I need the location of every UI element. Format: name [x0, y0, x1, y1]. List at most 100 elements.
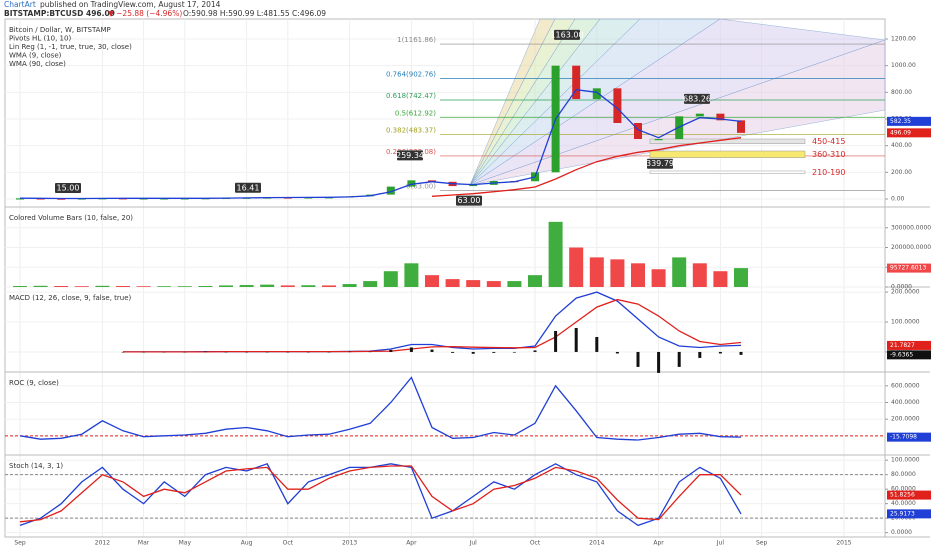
zone-label: 360-310 [812, 150, 845, 159]
bar [595, 336, 599, 352]
bar [157, 286, 172, 287]
bar [486, 281, 501, 287]
badge-label: 95727.6013 [890, 265, 926, 272]
bar [672, 257, 687, 287]
zone [649, 150, 806, 158]
x-tick-label: Aug [241, 540, 253, 547]
fib-label: 0.764(902.76) [386, 71, 436, 79]
x-tick-label: 2013 [342, 540, 357, 547]
bar [286, 351, 290, 353]
y-tick-label: 1000.00 [891, 62, 916, 69]
annotation-box [55, 183, 81, 193]
series-line [19, 89, 742, 200]
bar [718, 351, 722, 354]
series-line [19, 463, 742, 527]
bar [698, 351, 702, 358]
y-tick-label: 200.0000 [891, 289, 920, 296]
bar [383, 271, 398, 287]
bar [306, 351, 310, 353]
x-tick-label: Jul [469, 540, 478, 547]
fib-label: 0(63.00) [406, 183, 436, 191]
bar [54, 286, 69, 287]
bar [512, 351, 516, 353]
series-line [431, 137, 742, 197]
bar [425, 275, 439, 287]
y-tick-label: 800.00 [891, 89, 912, 96]
fib-label: 0.5(612.92) [395, 109, 436, 117]
y-tick-label: 200.0000 [891, 416, 920, 423]
annotation-box [456, 195, 482, 206]
zone-label: 450-415 [812, 137, 845, 146]
badge-label: 25.9173 [890, 510, 915, 517]
change: ▼ −25.88 (−4.96%) [108, 9, 182, 18]
bar [219, 285, 233, 287]
author-link[interactable]: ChartArt [4, 0, 36, 9]
candle [654, 139, 663, 141]
fib-label: 0.618(742.47) [386, 92, 436, 100]
bar [265, 351, 269, 353]
x-tick-label: Apr [653, 540, 664, 547]
bar [507, 281, 522, 287]
bar [610, 259, 625, 287]
bar [13, 286, 27, 287]
x-tick-label: 2014 [589, 540, 604, 547]
candle [407, 180, 416, 187]
legend-entry: WMA (9, close) [9, 52, 62, 60]
fib-label: 0.382(483.37) [386, 127, 436, 135]
bar [492, 351, 496, 353]
y-tick-label: 400.0000 [891, 399, 920, 406]
bar [363, 281, 378, 287]
x-tick-label: Apr [406, 540, 417, 547]
value-badge [887, 340, 931, 350]
legend-entry: Bitcoin / Dollar, W, BITSTAMP [9, 26, 111, 34]
bar [301, 285, 316, 287]
bar [548, 221, 563, 287]
bar [677, 351, 681, 367]
bar [121, 351, 125, 353]
annotation-label: 683.26 [683, 94, 711, 103]
bar [322, 285, 336, 287]
x-tick-label: Sep [756, 540, 768, 547]
x-tick-label: Oct [283, 540, 294, 547]
bar [734, 268, 748, 287]
bar [528, 275, 542, 287]
candle [572, 65, 581, 99]
panel-title: Colored Volume Bars (10, false, 20) [9, 214, 133, 222]
value-badge [887, 350, 931, 360]
bar [389, 349, 393, 352]
annotation-label: 63.00 [458, 196, 481, 205]
bar [631, 263, 645, 287]
bar [239, 285, 254, 287]
zone-label: 210-190 [812, 168, 845, 177]
bar [554, 331, 558, 352]
badge-label: 51.8256 [890, 492, 915, 499]
candle [634, 123, 642, 139]
badge-label: 582.35 [890, 118, 911, 125]
bar [589, 257, 604, 287]
bar [203, 351, 207, 353]
y-tick-label: 40.0000 [891, 500, 916, 507]
ohlc: O:590.98 H:590.99 L:481.55 C:496.09 [183, 9, 326, 18]
fib-label: 1(1161.86) [397, 36, 436, 44]
value-badge [887, 263, 931, 273]
bar [198, 286, 213, 287]
y-tick-label: 200000.0000 [891, 244, 931, 251]
y-tick-label: 300000.0000 [891, 224, 931, 231]
bar [445, 279, 460, 287]
bar [348, 351, 352, 353]
panel-title: MACD (12, 26, close, 9, false, true) [9, 294, 132, 302]
bar [657, 351, 661, 373]
annotation-box [647, 158, 673, 169]
series-line [19, 376, 742, 441]
annotation-box [684, 93, 710, 104]
candle [592, 88, 601, 99]
bar [569, 247, 584, 287]
bar [162, 351, 166, 353]
x-tick-label: May [179, 540, 192, 547]
value-badge [887, 490, 931, 500]
bar [74, 286, 89, 287]
value-badge [887, 432, 931, 442]
panel-title: Stoch (14, 3, 1) [9, 462, 63, 470]
value-badge [887, 128, 931, 138]
